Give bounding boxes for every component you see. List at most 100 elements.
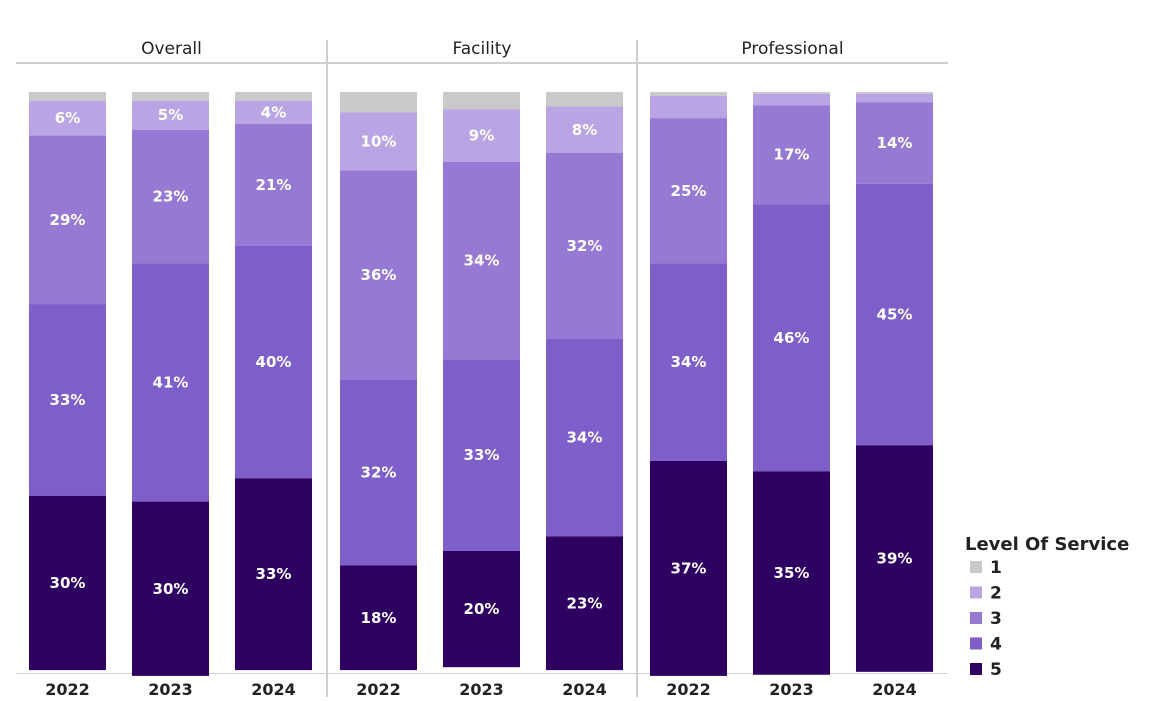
bar-professional-2023-level-5 — [753, 471, 830, 675]
x-tick-label-overall-2022: 2022 — [45, 680, 90, 699]
bar-overall-2024-level-5 — [235, 478, 312, 671]
data-label-facility-2024-level-3: 32% — [567, 237, 603, 255]
bar-overall-2024-level-4 — [235, 245, 312, 479]
legend-label-3: 3 — [990, 609, 1002, 629]
data-label-facility-2022-level-2: 10% — [361, 132, 397, 150]
x-tick-label-overall-2023: 2023 — [148, 680, 193, 699]
bar-professional-2024-level-1 — [856, 92, 933, 94]
bar-professional-2023-level-2 — [753, 93, 830, 106]
bar-facility-2023-level-5 — [443, 550, 520, 668]
data-label-overall-2022-level-4: 33% — [50, 391, 86, 409]
x-tick-label-facility-2022: 2022 — [356, 680, 401, 699]
data-label-professional-2023-level-4: 46% — [774, 329, 810, 347]
bar-facility-2023-level-2 — [443, 109, 520, 162]
data-label-professional-2022-level-5: 37% — [671, 559, 707, 577]
legend-swatch-2 — [970, 586, 982, 599]
bar-professional-2022-level-4 — [650, 263, 727, 461]
bar-overall-2023-level-2 — [132, 100, 209, 130]
x-tick-label-facility-2023: 2023 — [459, 680, 504, 699]
bar-professional-2022-level-2 — [650, 96, 727, 119]
bar-professional-2023-level-4 — [753, 204, 830, 472]
bar-professional-2024-level-2 — [856, 93, 933, 103]
panel-title-overall: Overall — [141, 39, 202, 59]
data-label-facility-2022-level-5: 18% — [361, 609, 397, 627]
bar-facility-2022-level-5 — [340, 565, 417, 671]
bar-facility-2024-level-1 — [546, 92, 623, 107]
bar-overall-2023-level-5 — [132, 501, 209, 676]
data-label-facility-2024-level-5: 23% — [567, 594, 603, 612]
bar-professional-2024-level-5 — [856, 445, 933, 672]
data-label-facility-2023-level-2: 9% — [469, 127, 494, 145]
bar-professional-2023-level-1 — [753, 92, 830, 94]
data-label-professional-2024-level-5: 39% — [877, 550, 913, 568]
bar-overall-2022-level-5 — [29, 495, 106, 671]
legend-title: Level Of Service — [965, 534, 1129, 555]
data-label-overall-2023-level-4: 41% — [153, 374, 189, 392]
data-label-facility-2023-level-3: 34% — [464, 251, 500, 269]
bar-facility-2024-level-4 — [546, 338, 623, 537]
bar-overall-2022-level-2 — [29, 100, 106, 136]
data-label-overall-2023-level-2: 5% — [158, 106, 183, 124]
data-label-professional-2022-level-3: 25% — [671, 182, 707, 200]
data-label-overall-2022-level-2: 6% — [55, 109, 80, 127]
data-label-facility-2022-level-3: 36% — [361, 266, 397, 284]
x-tick-label-facility-2024: 2024 — [562, 680, 607, 699]
bar-professional-2022-level-3 — [650, 118, 727, 264]
data-label-facility-2023-level-5: 20% — [464, 600, 500, 618]
data-label-overall-2024-level-3: 21% — [256, 176, 292, 194]
bar-overall-2023-level-1 — [132, 92, 209, 101]
data-label-professional-2022-level-4: 34% — [671, 353, 707, 371]
panel-title-facility: Facility — [453, 39, 512, 59]
bar-facility-2023-level-4 — [443, 359, 520, 551]
bar-professional-2024-level-4 — [856, 183, 933, 446]
legend-label-5: 5 — [990, 660, 1002, 680]
bar-facility-2024-level-5 — [546, 536, 623, 671]
data-label-overall-2024-level-5: 33% — [256, 565, 292, 583]
bar-facility-2022-level-4 — [340, 379, 417, 566]
bar-professional-2024-level-3 — [856, 102, 933, 184]
bar-overall-2022-level-1 — [29, 92, 106, 101]
bar-overall-2024-level-1 — [235, 92, 312, 101]
legend-label-4: 4 — [990, 635, 1002, 655]
data-label-professional-2024-level-3: 14% — [877, 134, 913, 152]
x-tick-label-overall-2024: 2024 — [251, 680, 296, 699]
bar-facility-2023-level-1 — [443, 92, 520, 110]
bar-facility-2022-level-1 — [340, 92, 417, 113]
bar-facility-2023-level-3 — [443, 161, 520, 360]
bar-overall-2024-level-2 — [235, 100, 312, 124]
legend-swatch-4 — [970, 637, 982, 650]
panel-title-professional: Professional — [741, 39, 843, 59]
bar-overall-2024-level-3 — [235, 123, 312, 246]
legend-label-1: 1 — [990, 558, 1002, 578]
x-tick-label-professional-2022: 2022 — [666, 680, 711, 699]
bar-overall-2023-level-4 — [132, 263, 209, 502]
data-label-professional-2023-level-5: 35% — [774, 564, 810, 582]
data-label-overall-2024-level-2: 4% — [261, 103, 286, 121]
data-label-professional-2023-level-3: 17% — [774, 146, 810, 164]
data-label-overall-2024-level-4: 40% — [256, 353, 292, 371]
data-label-facility-2024-level-4: 34% — [567, 429, 603, 447]
data-label-professional-2024-level-4: 45% — [877, 306, 913, 324]
bar-overall-2022-level-4 — [29, 304, 106, 496]
data-label-facility-2022-level-4: 32% — [361, 464, 397, 482]
data-label-facility-2023-level-4: 33% — [464, 446, 500, 464]
bar-facility-2022-level-2 — [340, 112, 417, 171]
legend-label-2: 2 — [990, 584, 1002, 604]
bar-facility-2024-level-2 — [546, 106, 623, 154]
data-label-facility-2024-level-2: 8% — [572, 121, 597, 139]
legend-swatch-3 — [970, 612, 982, 624]
bar-overall-2022-level-3 — [29, 135, 106, 305]
bar-professional-2022-level-1 — [650, 92, 727, 97]
data-label-overall-2023-level-5: 30% — [153, 580, 189, 598]
data-label-overall-2022-level-3: 29% — [50, 211, 86, 229]
bar-professional-2022-level-5 — [650, 460, 727, 676]
legend-swatch-1 — [970, 561, 982, 573]
x-tick-label-professional-2023: 2023 — [769, 680, 814, 699]
x-tick-label-professional-2024: 2024 — [872, 680, 917, 699]
bar-professional-2023-level-3 — [753, 105, 830, 205]
legend-swatch-5 — [970, 663, 982, 675]
data-label-overall-2023-level-3: 23% — [153, 188, 189, 206]
data-label-overall-2022-level-5: 30% — [50, 574, 86, 592]
bar-overall-2023-level-3 — [132, 129, 209, 264]
